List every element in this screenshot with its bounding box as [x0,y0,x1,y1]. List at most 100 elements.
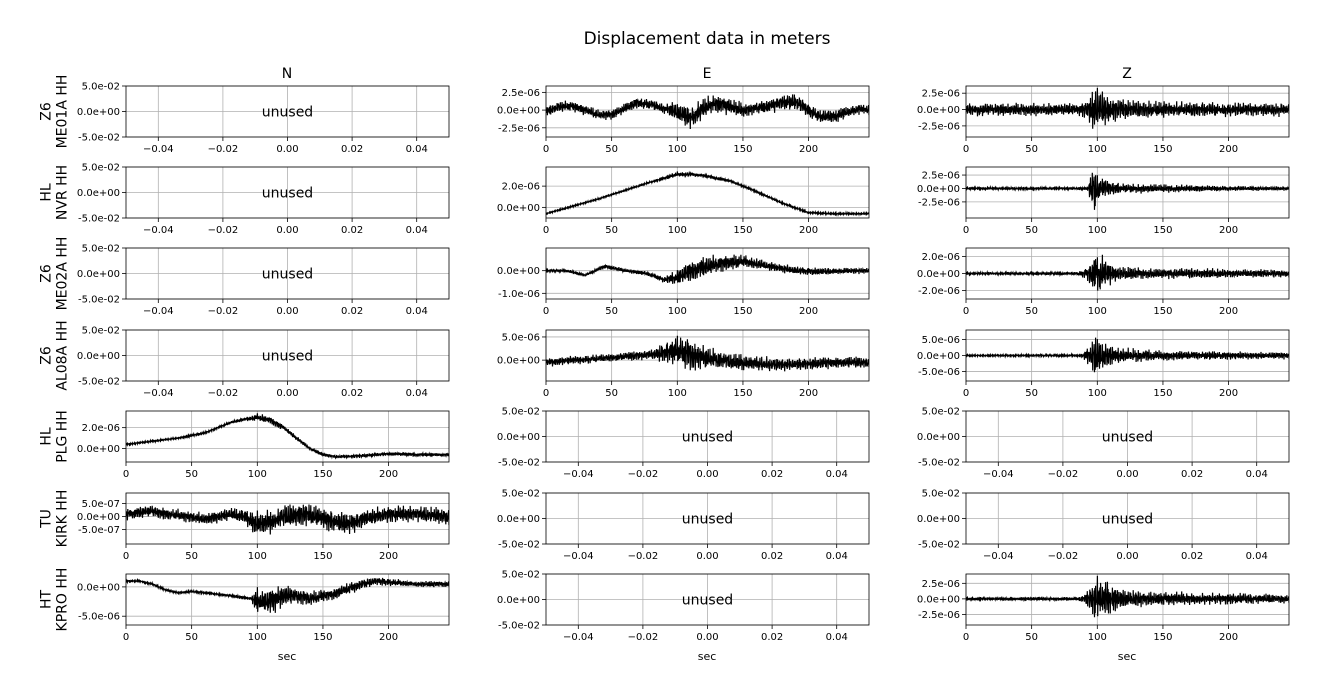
y-tick-label: 0.0e+00 [917,594,960,605]
x-tick-label: 0.00 [696,632,718,643]
panel-z: 0 50 100 150 200 5.0e-06 0.0e+00 -5.0e-06 [917,329,1290,399]
y-tick-label: 0.0e+00 [917,184,960,195]
y-tick-label: 5.0e-06 [922,335,960,346]
panel-frame [965,166,1290,219]
x-tick-label: 150 [313,469,332,480]
trace-line [546,170,869,217]
station-network: Z6 [39,102,55,121]
x-tick-label: −0.02 [208,306,239,317]
panel-z: 0 50 100 150 200 2.5e-06 0.0e+00 -2.5e-06 [917,166,1290,236]
x-tick-label: 100 [1088,225,1107,236]
x-tick-label: 0 [963,225,969,236]
x-tick-label: 100 [248,632,267,643]
y-tick-label: 5.0e-02 [82,244,120,255]
station-code: ME01A HH [55,75,71,149]
x-axis-label-e: sec [698,650,717,663]
panel-n: −0.04 −0.02 0.00 0.02 0.04 5.0e-02 0.0e+00 -5.0… [77,82,450,155]
x-tick-label: 150 [313,632,332,643]
panel-frame [545,85,870,138]
x-tick-label: 200 [1219,306,1238,317]
panel-frame [545,410,870,463]
y-tick-label: 5.0e-07 [82,499,120,510]
unused-label: unused [682,430,733,446]
station-code: NVR HH [55,165,71,220]
y-tick-label: -5.0e-02 [498,458,540,469]
x-tick-label: 0.00 [1116,551,1138,562]
x-tick-label: 50 [1025,632,1038,643]
y-tick-label: 0.0e+00 [497,356,540,367]
x-tick-label: 100 [1088,144,1107,155]
panel-n: −0.04 −0.02 0.00 0.02 0.04 5.0e-02 0.0e+00 -5.0… [77,244,450,317]
panel-frame [125,247,450,300]
y-tick-label: 0.0e+00 [917,514,960,525]
x-tick-label: 200 [1219,225,1238,236]
unused-label: unused [262,186,313,202]
x-tick-label: −0.02 [208,388,239,399]
station-code: KIRK HH [55,490,71,548]
x-tick-label: 0 [543,225,549,236]
x-tick-label: 150 [733,144,752,155]
x-tick-label: 50 [605,144,618,155]
trace-line [966,254,1289,291]
station-row: HLNVR HH −0.04 −0.02 0.00 0.02 0.04 5.0e-02 0.0… [39,163,1290,236]
y-tick-label: 0.0e+00 [497,203,540,214]
x-tick-label: −0.02 [208,225,239,236]
x-tick-label: 50 [605,225,618,236]
y-tick-label: 5.0e-02 [922,489,960,500]
y-tick-label: 5.0e-02 [502,407,540,418]
panel-e: 0 50 100 150 200 2.5e-06 0.0e+00 -2.5e-06 [497,85,870,155]
y-tick-label: 2.5e-06 [922,89,960,100]
y-tick-label: -5.0e-02 [918,540,960,551]
x-tick-label: 0.04 [1246,551,1268,562]
y-tick-label: -5.0e-02 [78,214,120,225]
y-tick-label: -2.5e-06 [918,121,960,132]
x-tick-label: 0.04 [406,388,428,399]
station-code: PLG HH [55,410,71,463]
x-tick-label: 0.00 [276,388,298,399]
x-tick-label: 50 [1025,306,1038,317]
x-tick-label: −0.02 [628,632,659,643]
x-tick-label: 0.00 [1116,469,1138,480]
x-tick-label: 0.02 [341,388,363,399]
y-tick-label: -5.0e-06 [78,612,120,623]
station-network: Z6 [39,346,55,365]
x-tick-label: 0.00 [276,306,298,317]
y-tick-label: 5.0e-02 [82,326,120,337]
x-tick-label: −0.04 [563,632,594,643]
x-axis-label-n: sec [278,650,297,663]
unused-label: unused [262,267,313,283]
x-tick-label: 0 [123,551,129,562]
x-tick-label: 100 [668,388,687,399]
x-tick-label: 50 [1025,225,1038,236]
x-tick-label: 100 [668,144,687,155]
y-tick-label: 5.0e-06 [502,332,540,343]
y-tick-label: -2.0e-06 [918,286,960,297]
x-tick-label: 0 [963,144,969,155]
station-code: KPRO HH [55,568,71,632]
x-tick-label: 100 [668,225,687,236]
figure-title: Displacement data in meters [584,29,831,49]
x-tick-label: 150 [1153,144,1172,155]
x-tick-label: 0.02 [1181,469,1203,480]
panel-frame [125,573,450,626]
x-tick-label: 0 [123,632,129,643]
x-tick-label: 0.04 [826,469,848,480]
y-tick-label: 2.5e-06 [922,579,960,590]
y-tick-label: 5.0e-02 [922,407,960,418]
panel-n: 0 50 100 150 200 5.0e-07 0.0e+00 -5.0e-07 [77,492,450,562]
station-row: Z6ME01A HH −0.04 −0.02 0.00 0.02 0.04 5.0e-02 0… [39,75,1290,155]
x-tick-label: 200 [379,551,398,562]
y-tick-label: 0.0e+00 [497,266,540,277]
unused-label: unused [1102,430,1153,446]
trace-line [966,87,1289,129]
x-tick-label: 0.04 [406,144,428,155]
panel-frame [545,492,870,545]
panel-n: 0 50 100 150 200 0.0e+00 -5.0e-06 [77,573,450,643]
x-tick-label: 150 [1153,306,1172,317]
x-tick-label: 50 [605,306,618,317]
x-tick-label: −0.02 [1048,551,1079,562]
y-tick-label: -1.0e-06 [498,289,540,300]
panel-e: 0 50 100 150 200 0.0e+00 -1.0e-06 [497,247,870,317]
y-tick-label: -5.0e-02 [78,295,120,306]
x-tick-label: 150 [733,388,752,399]
